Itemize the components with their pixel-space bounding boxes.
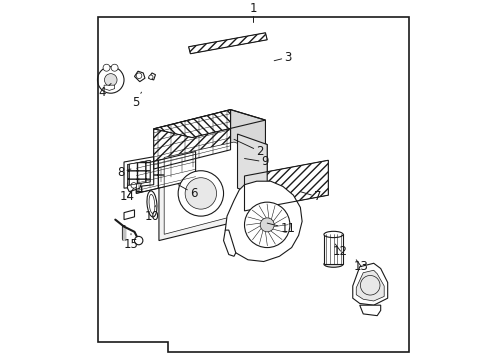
Polygon shape bbox=[136, 152, 195, 193]
Polygon shape bbox=[148, 73, 155, 80]
Ellipse shape bbox=[147, 191, 157, 217]
Text: 12: 12 bbox=[332, 244, 347, 257]
Polygon shape bbox=[159, 134, 266, 240]
Text: 11: 11 bbox=[266, 222, 295, 235]
Circle shape bbox=[111, 64, 118, 71]
Circle shape bbox=[244, 202, 289, 248]
Ellipse shape bbox=[323, 231, 343, 238]
Polygon shape bbox=[237, 134, 266, 199]
Circle shape bbox=[148, 75, 153, 79]
Polygon shape bbox=[104, 85, 114, 90]
Polygon shape bbox=[124, 210, 134, 220]
Polygon shape bbox=[352, 263, 387, 305]
Text: 3: 3 bbox=[274, 51, 291, 64]
Polygon shape bbox=[223, 230, 235, 256]
Polygon shape bbox=[356, 270, 384, 301]
Text: 7: 7 bbox=[300, 190, 321, 203]
Text: 10: 10 bbox=[144, 206, 159, 222]
Text: 5: 5 bbox=[132, 92, 141, 109]
Polygon shape bbox=[153, 109, 230, 169]
Circle shape bbox=[131, 183, 136, 188]
Text: 2: 2 bbox=[234, 139, 264, 158]
Text: 6: 6 bbox=[178, 185, 197, 200]
Circle shape bbox=[103, 64, 110, 71]
Text: 1: 1 bbox=[249, 2, 257, 15]
Polygon shape bbox=[188, 33, 266, 54]
Polygon shape bbox=[153, 109, 265, 138]
Bar bbox=[323, 234, 343, 264]
Text: 8: 8 bbox=[117, 166, 131, 179]
Polygon shape bbox=[127, 160, 150, 185]
Circle shape bbox=[260, 218, 274, 232]
Circle shape bbox=[136, 73, 142, 78]
Ellipse shape bbox=[323, 261, 343, 267]
Polygon shape bbox=[124, 157, 153, 188]
Polygon shape bbox=[359, 305, 380, 316]
Text: 13: 13 bbox=[353, 260, 368, 273]
Polygon shape bbox=[127, 179, 141, 192]
Circle shape bbox=[178, 171, 223, 216]
Polygon shape bbox=[225, 181, 302, 261]
Text: 9: 9 bbox=[244, 156, 269, 168]
Text: 4: 4 bbox=[99, 84, 111, 99]
Text: 14: 14 bbox=[120, 188, 135, 203]
Circle shape bbox=[134, 237, 142, 245]
Circle shape bbox=[97, 67, 124, 93]
Polygon shape bbox=[134, 71, 144, 82]
Polygon shape bbox=[164, 142, 261, 234]
Polygon shape bbox=[230, 109, 265, 160]
Circle shape bbox=[185, 178, 216, 209]
Polygon shape bbox=[244, 160, 327, 211]
Text: 15: 15 bbox=[123, 234, 138, 251]
Circle shape bbox=[104, 74, 117, 86]
